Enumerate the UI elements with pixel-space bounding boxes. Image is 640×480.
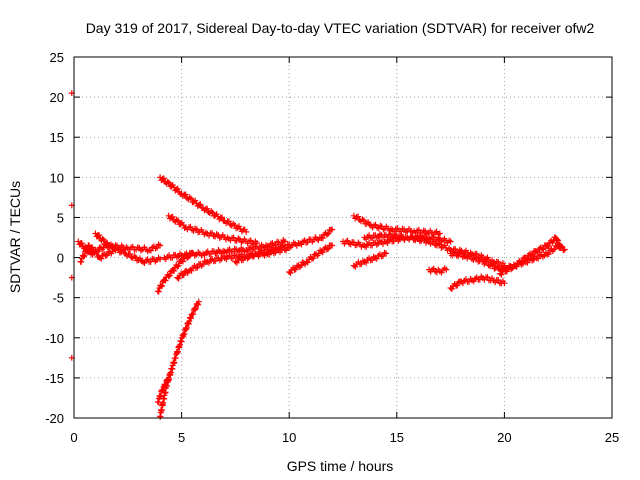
series-t9	[154, 374, 172, 406]
axis-ticks: 0 5 10 15 20 25 -20 -15 -10 -5 0 5 10 15 20 25	[45, 50, 619, 445]
marker-track	[161, 237, 288, 263]
y-tick-label: -5	[52, 291, 64, 306]
x-tick-label: 10	[282, 430, 296, 445]
series-t12	[286, 242, 336, 276]
y-tick-label: 10	[50, 170, 64, 185]
series-t14	[350, 212, 443, 238]
series-t8	[157, 298, 202, 420]
y-tick-label: 20	[50, 90, 64, 105]
series-t5	[165, 212, 260, 247]
marker-track	[154, 374, 172, 406]
marker-track	[426, 265, 450, 276]
marker-track	[350, 249, 389, 270]
series-t15	[361, 231, 508, 269]
y-tick-label: 5	[57, 210, 64, 225]
marker-track	[350, 212, 443, 238]
grid-lines	[74, 57, 612, 418]
series-t2	[77, 242, 116, 265]
x-tick-label: 20	[497, 430, 511, 445]
marker-track	[361, 231, 508, 269]
chart-title: Day 319 of 2017, Sidereal Day-to-day VTE…	[86, 20, 595, 36]
marker-track	[232, 226, 336, 266]
series-t11	[232, 226, 336, 266]
x-axis-label: GPS time / hours	[287, 458, 394, 474]
x-tick-label: 0	[70, 430, 77, 445]
marker-track	[165, 212, 260, 247]
marker-track	[77, 242, 116, 265]
y-tick-label: -20	[45, 411, 64, 426]
series-t21	[68, 90, 75, 361]
series-t18	[447, 273, 508, 292]
series-t10	[161, 237, 288, 263]
series-t4	[157, 174, 250, 235]
marker-track	[447, 242, 568, 274]
series-t19	[447, 242, 568, 274]
series-t3	[92, 230, 164, 266]
data-points	[68, 90, 568, 420]
y-axis-label: SDTVAR / TECUs	[7, 181, 23, 293]
series-t20	[497, 234, 564, 278]
marker-track	[286, 242, 336, 276]
y-tick-label: 25	[50, 50, 64, 65]
marker-track	[92, 230, 164, 266]
y-tick-label: 15	[50, 130, 64, 145]
marker-track	[157, 174, 250, 235]
series-t16	[350, 249, 389, 270]
x-tick-label: 5	[178, 430, 185, 445]
marker-track	[157, 298, 202, 420]
y-tick-label: -15	[45, 371, 64, 386]
series-t17	[426, 265, 450, 276]
x-tick-label: 25	[605, 430, 619, 445]
plot-frame	[73, 56, 613, 419]
marker-track	[447, 273, 508, 292]
x-tick-label: 15	[390, 430, 404, 445]
y-tick-label: -10	[45, 331, 64, 346]
y-tick-label: 0	[57, 251, 64, 266]
marker-track	[68, 90, 75, 361]
marker-track	[497, 234, 564, 278]
